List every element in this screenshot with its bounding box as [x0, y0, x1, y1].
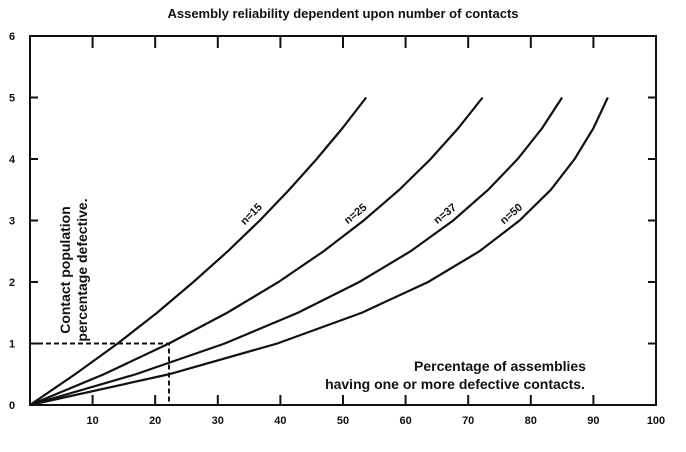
x-tick-label: 70: [462, 415, 474, 427]
x-tick-label: 20: [149, 415, 161, 427]
x-tick-label: 60: [399, 415, 411, 427]
curve-label: n=50: [498, 201, 525, 227]
x-tick-label: 100: [647, 415, 665, 427]
curve-label: n=37: [432, 202, 459, 227]
y-tick-label: 2: [9, 277, 15, 289]
plot-frame: [29, 35, 657, 406]
curve: [29, 96, 564, 407]
chart-title: Assembly reliability dependent upon numb…: [167, 6, 518, 21]
x-tick-label: 50: [337, 415, 349, 427]
x-axis-label: Percentage of assemblies: [414, 358, 586, 374]
y-tick-label: 6: [9, 31, 15, 43]
y-tick-label: 4: [9, 154, 16, 166]
curve: [29, 96, 484, 407]
curve-label: n=15: [238, 201, 264, 227]
y-tick-label: 1: [9, 339, 15, 351]
y-tick-label: 0: [9, 400, 15, 412]
x-tick-label: 30: [212, 415, 224, 427]
x-tick-label: 90: [587, 415, 599, 427]
x-tick-label: 40: [274, 415, 286, 427]
curve-label: n=25: [342, 202, 369, 227]
y-axis-label: Contact population: [57, 206, 73, 334]
x-tick-label: 10: [86, 415, 98, 427]
x-axis-label: having one or more defective contacts.: [325, 376, 585, 392]
curve: [29, 97, 609, 407]
y-tick-label: 3: [9, 216, 15, 228]
x-tick-label: 80: [525, 415, 537, 427]
y-tick-label: 5: [9, 93, 15, 105]
y-axis-label: percentage defective.: [74, 198, 90, 341]
curve: [29, 96, 368, 406]
